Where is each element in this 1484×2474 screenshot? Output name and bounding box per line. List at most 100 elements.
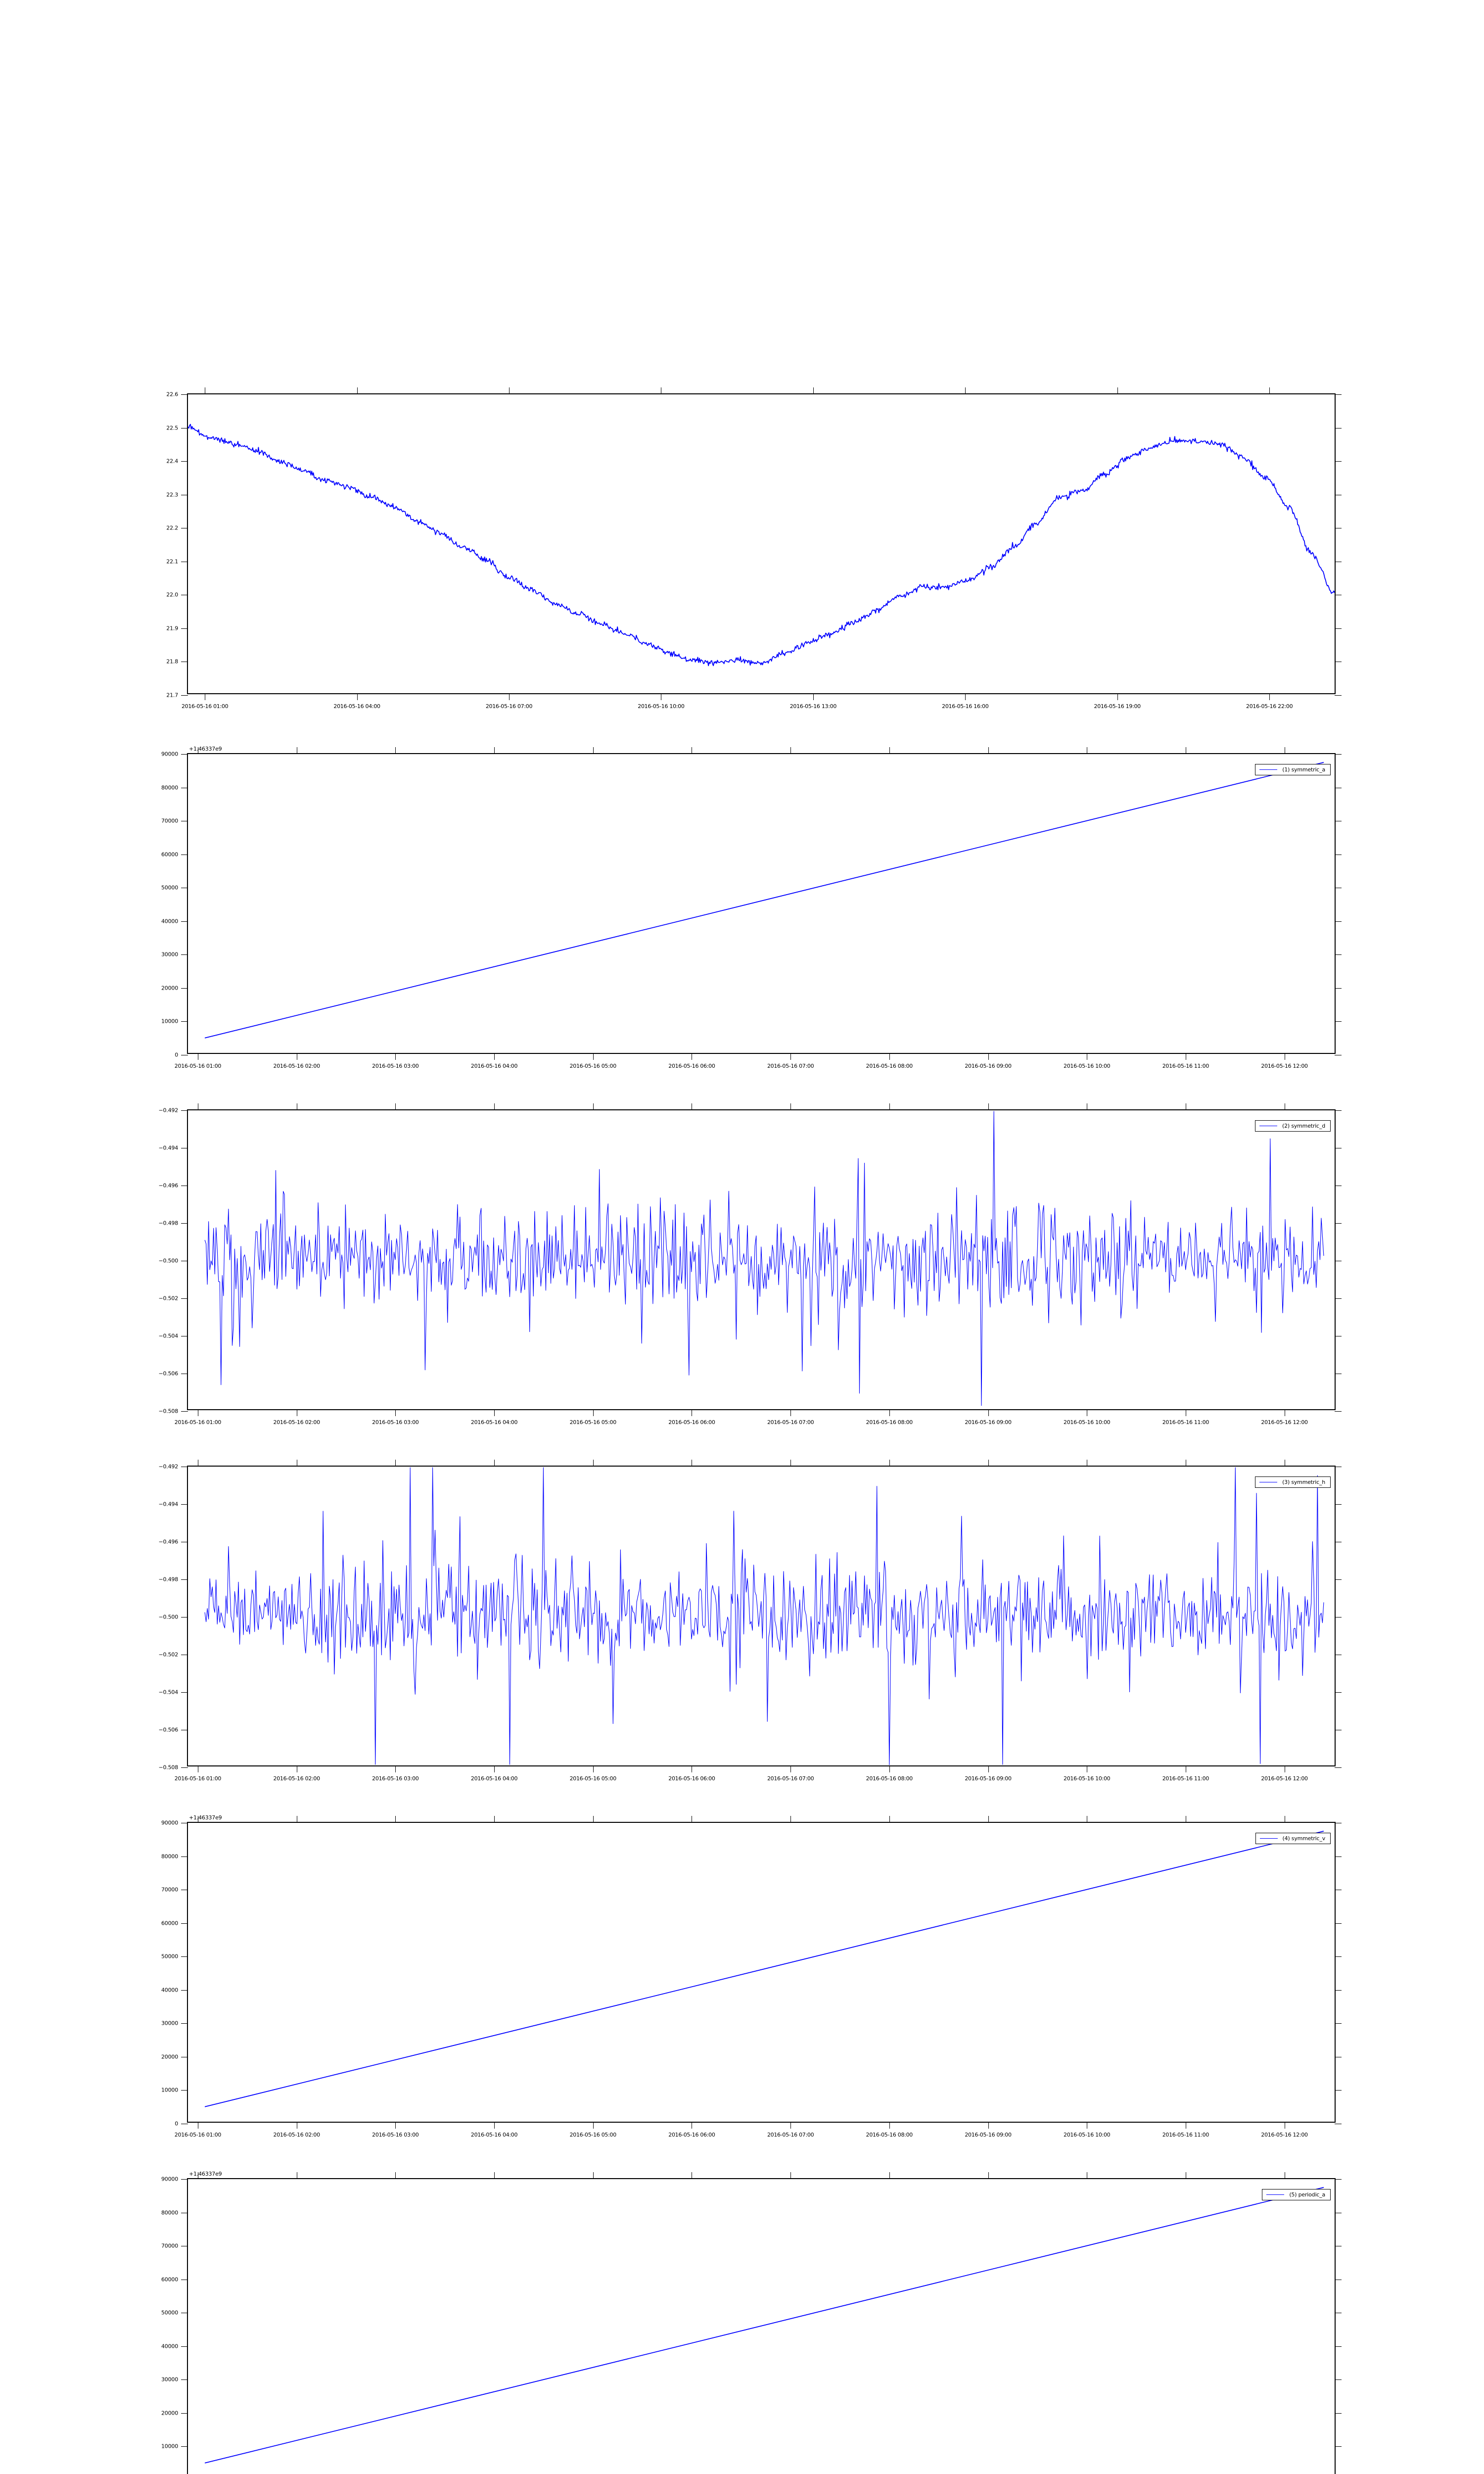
x-tick-mark — [395, 1409, 396, 1416]
legend-line-icon — [1259, 1838, 1278, 1839]
chart-panel-3: −0.508 −0.506 −0.504 −0.502 −0.500 −0.498 −0.4… — [158, 1460, 1342, 1782]
legend-box[interactable]: (3) symmetric_h — [1255, 1476, 1331, 1488]
x-tick-mark — [889, 1053, 890, 1060]
y-tick-label: −0.500 — [158, 1257, 178, 1264]
y-tick-mark — [181, 754, 188, 755]
y-tick-label: 22.3 — [166, 491, 178, 498]
y-tick-mark — [181, 988, 188, 989]
x-tick-label: 2016-05-16 07:00 — [767, 1419, 814, 1426]
y-tick-mark-right — [1335, 1617, 1342, 1618]
x-tick-mark — [494, 1409, 495, 1416]
legend-label: (5) periodic_a — [1289, 2191, 1325, 2198]
x-tick-mark-top — [889, 1460, 890, 1467]
x-tick-mark-top — [494, 1103, 495, 1110]
x-tick-label: 2016-05-16 03:00 — [372, 2132, 419, 2138]
y-tick-mark — [181, 2346, 188, 2347]
y-tick-label: 90000 — [161, 751, 178, 758]
y-tick-mark — [181, 1021, 188, 1022]
y-tick-mark — [181, 1298, 188, 1299]
x-tick-label: 2016-05-16 10:00 — [1064, 1419, 1111, 1426]
x-tick-mark — [988, 2122, 989, 2129]
x-tick-label: 2016-05-16 10:00 — [638, 703, 685, 710]
y-tick-mark — [181, 695, 188, 696]
x-tick-mark-top — [889, 2172, 890, 2179]
y-tick-mark-right — [1335, 1504, 1342, 1505]
x-tick-mark — [494, 2122, 495, 2129]
x-tick-mark-top — [813, 387, 814, 394]
y-tick-label: −0.492 — [158, 1107, 178, 1114]
y-tick-mark — [181, 1579, 188, 1580]
y-tick-mark — [181, 1223, 188, 1224]
x-tick-mark — [1117, 693, 1118, 700]
y-tick-mark — [181, 1411, 188, 1412]
y-tick-label: −0.508 — [158, 1408, 178, 1415]
y-tick-label: −0.498 — [158, 1220, 178, 1227]
x-tick-mark-top — [593, 2172, 594, 2179]
x-tick-label: 2016-05-16 02:00 — [273, 2132, 320, 2138]
x-tick-mark — [593, 2122, 594, 2129]
x-tick-label: 2016-05-16 04:00 — [333, 703, 380, 710]
x-tick-mark — [790, 2122, 791, 2129]
legend-box[interactable]: (4) symmetric_v — [1255, 1833, 1331, 1844]
y-tick-mark — [181, 1617, 188, 1618]
y-tick-mark-right — [1335, 2179, 1342, 2180]
legend-box[interactable]: (1) symmetric_a — [1255, 764, 1331, 775]
x-tick-label: 2016-05-16 08:00 — [866, 2132, 913, 2138]
x-tick-mark — [988, 1409, 989, 1416]
y-tick-mark-right — [1335, 695, 1342, 696]
y-tick-mark-right — [1335, 2346, 1342, 2347]
y-tick-mark-right — [1335, 1223, 1342, 1224]
x-tick-mark-top — [494, 1816, 495, 1823]
x-tick-mark-top — [509, 387, 510, 394]
y-tick-mark-right — [1335, 1411, 1342, 1412]
y-tick-mark — [181, 1990, 188, 1991]
x-tick-mark — [889, 1409, 890, 1416]
y-tick-label: 22.4 — [166, 458, 178, 465]
y-tick-label: −0.506 — [158, 1726, 178, 1733]
x-tick-mark — [395, 2122, 396, 2129]
y-tick-label: −0.508 — [158, 1764, 178, 1771]
x-tick-label: 2016-05-16 07:00 — [767, 1063, 814, 1069]
x-tick-mark-top — [790, 1103, 791, 1110]
y-tick-mark — [181, 954, 188, 955]
y-tick-label: −0.502 — [158, 1651, 178, 1658]
x-tick-label: 2016-05-16 07:00 — [485, 703, 533, 710]
x-tick-mark-top — [988, 1460, 989, 1467]
chart-panel-1: +1.46337e9 0 10000 20000 30000 40000 50000 6000… — [161, 746, 1342, 1069]
x-tick-label: 2016-05-16 01:00 — [174, 1775, 222, 1782]
x-tick-mark-top — [889, 1103, 890, 1110]
y-tick-mark-right — [1335, 1021, 1342, 1022]
data-line — [204, 1111, 1324, 1406]
legend-box[interactable]: (2) symmetric_d — [1255, 1120, 1331, 1132]
legend-line-icon — [1259, 769, 1278, 770]
y-tick-label: −0.506 — [158, 1370, 178, 1377]
y-axis-offset-label: +1.46337e9 — [189, 1814, 222, 1821]
x-tick-mark — [494, 1765, 495, 1772]
x-tick-mark-top — [395, 747, 396, 754]
legend-box[interactable]: (5) periodic_a — [1262, 2189, 1331, 2200]
y-tick-mark — [181, 1856, 188, 1857]
x-tick-label: 2016-05-16 09:00 — [965, 1063, 1012, 1069]
x-tick-label: 2016-05-16 10:00 — [1064, 1063, 1111, 1069]
data-line — [204, 1467, 1324, 1765]
series-layer-0 — [188, 394, 1335, 693]
y-tick-mark-right — [1335, 2023, 1342, 2024]
y-tick-mark-right — [1335, 921, 1342, 922]
x-tick-label: 2016-05-16 16:00 — [942, 703, 989, 710]
x-tick-mark — [1269, 693, 1270, 700]
y-tick-mark-right — [1335, 1767, 1342, 1768]
x-tick-mark — [790, 1765, 791, 1772]
x-tick-label: 2016-05-16 06:00 — [668, 1063, 715, 1069]
x-tick-label: 2016-05-16 05:00 — [569, 1419, 617, 1426]
x-tick-mark-top — [988, 1816, 989, 1823]
x-tick-mark — [357, 693, 358, 700]
plot-area-2: −0.508 −0.506 −0.504 −0.502 −0.500 −0.498 −0.4… — [158, 1103, 1342, 1426]
y-tick-label: 80000 — [161, 1853, 178, 1860]
y-tick-mark-right — [1335, 1923, 1342, 1924]
x-tick-mark-top — [790, 1816, 791, 1823]
y-tick-label: 30000 — [161, 2376, 178, 2383]
x-tick-label: 2016-05-16 02:00 — [273, 1775, 320, 1782]
chart-panel-2: −0.508 −0.506 −0.504 −0.502 −0.500 −0.498 −0.4… — [158, 1103, 1342, 1426]
y-tick-mark — [181, 1692, 188, 1693]
x-tick-label: 2016-05-16 02:00 — [273, 1419, 320, 1426]
